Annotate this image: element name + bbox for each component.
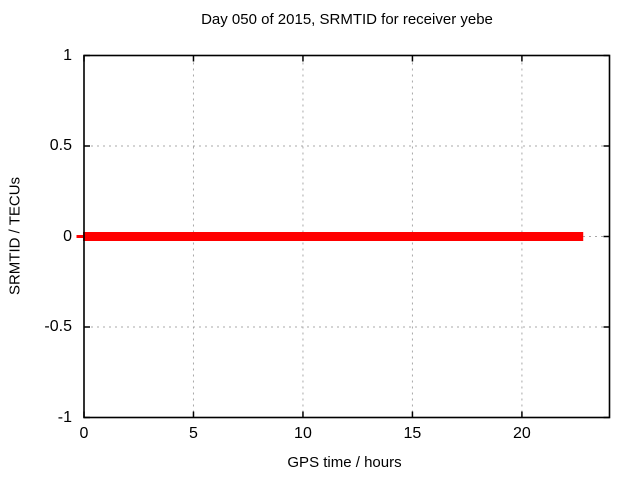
x-tick-label: 15: [403, 425, 422, 442]
chart-title: Day 050 of 2015, SRMTID for receiver yeb…: [201, 11, 493, 28]
y-tick-label: 0.5: [49, 137, 72, 154]
y-axis-label: SRMTID / TECUs: [6, 176, 24, 296]
y-tick-label: -1: [57, 408, 72, 426]
y-tick-label: 0: [63, 227, 72, 245]
x-tick-label: 10: [294, 425, 312, 442]
y-tick-label: 1: [63, 46, 72, 64]
x-tick-label: 0: [79, 425, 89, 442]
plot-border: [83, 54, 611, 419]
x-tick-label: 20: [513, 425, 531, 442]
x-axis-label: GPS time / hours: [287, 454, 402, 471]
x-tick-label: 5: [189, 425, 198, 442]
y-tick-label: -0.5: [44, 318, 72, 335]
